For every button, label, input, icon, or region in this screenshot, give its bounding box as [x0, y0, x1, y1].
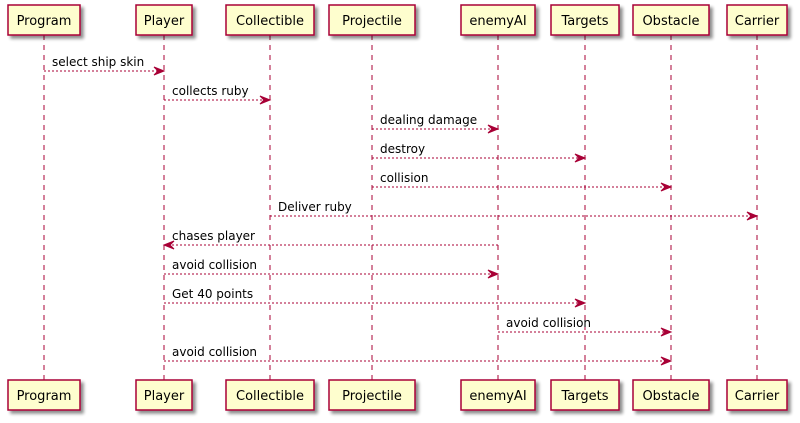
arrowhead [660, 356, 673, 366]
participant-box [632, 379, 710, 411]
arrowhead [746, 211, 759, 221]
message-10: avoid collision [498, 316, 673, 337]
participant-label: Player [144, 14, 185, 29]
participant-box [328, 379, 416, 411]
participant-carrier-top: Carrier [726, 4, 788, 36]
messages: select ship skin collects ruby dealing dam… [44, 55, 759, 366]
participant-box [726, 4, 788, 36]
message-7: chases player [162, 229, 498, 250]
participant-label: Targets [561, 14, 609, 29]
message-label: collects ruby [172, 84, 249, 98]
participant-box [460, 4, 536, 36]
message-label: select ship skin [52, 55, 144, 69]
message-2: collects ruby [164, 84, 272, 105]
participant-program-top: Program [7, 4, 81, 36]
participant-collectible-bottom: Collectible [225, 379, 315, 411]
participant-player-top: Player [135, 4, 193, 36]
message-11: avoid collision [164, 345, 673, 366]
arrowhead [660, 327, 673, 337]
participant-box [225, 379, 315, 411]
message-8: avoid collision [164, 258, 500, 279]
participant-label: enemyAI [469, 14, 526, 29]
participant-label: enemyAI [469, 389, 526, 404]
participant-projectile-top: Projectile [328, 4, 416, 36]
participant-label: Program [17, 389, 72, 404]
message-label: destroy [380, 142, 425, 156]
participant-label: Collectible [236, 14, 304, 29]
message-6: Deliver ruby [270, 200, 759, 221]
participant-label: Targets [561, 389, 609, 404]
participant-label: Projectile [342, 389, 402, 404]
participant-box [460, 379, 536, 411]
message-1: select ship skin [44, 55, 166, 76]
participant-obstacle-bottom: Obstacle [632, 379, 710, 411]
participant-projectile-bottom: Projectile [328, 379, 416, 411]
arrowhead [153, 66, 166, 76]
participant-targets-bottom: Targets [550, 379, 620, 411]
lifelines [43, 35, 758, 380]
participant-boxes: Program Program Player Player Collectible Col… [7, 4, 788, 411]
participant-label: Projectile [342, 14, 402, 29]
participant-box [550, 379, 620, 411]
participant-label: Carrier [735, 389, 780, 404]
message-4: destroy [372, 142, 587, 163]
message-9: Get 40 points [164, 287, 587, 308]
participant-label: Player [144, 389, 185, 404]
arrowhead [259, 95, 272, 105]
participant-box [632, 4, 710, 36]
message-3: dealing damage [372, 113, 500, 134]
participant-label: Obstacle [642, 14, 699, 29]
participant-box [550, 4, 620, 36]
participant-box [135, 4, 193, 36]
participant-box [135, 379, 193, 411]
message-label: chases player [172, 229, 255, 243]
arrowhead [574, 298, 587, 308]
arrowhead [574, 153, 587, 163]
arrowhead [162, 240, 175, 250]
message-label: Get 40 points [172, 287, 253, 301]
participant-box [225, 4, 315, 36]
participant-label: Carrier [735, 14, 780, 29]
arrowhead [487, 269, 500, 279]
participant-box [726, 379, 788, 411]
message-label: avoid collision [172, 258, 257, 272]
participant-carrier-bottom: Carrier [726, 379, 788, 411]
participant-obstacle-top: Obstacle [632, 4, 710, 36]
participant-label: Collectible [236, 389, 304, 404]
participant-box [328, 4, 416, 36]
participant-box [7, 4, 81, 36]
participant-player-bottom: Player [135, 379, 193, 411]
message-label: avoid collision [172, 345, 257, 359]
message-label: dealing damage [380, 113, 477, 127]
participant-label: Program [17, 14, 72, 29]
participant-enemyai-bottom: enemyAI [460, 379, 536, 411]
participant-label: Obstacle [642, 389, 699, 404]
message-5: collision [372, 171, 673, 192]
participant-program-bottom: Program [7, 379, 81, 411]
participant-targets-top: Targets [550, 4, 620, 36]
arrowhead [487, 124, 500, 134]
message-label: Deliver ruby [278, 200, 352, 214]
arrowhead [660, 182, 673, 192]
participant-collectible-top: Collectible [225, 4, 315, 36]
message-label: collision [380, 171, 428, 185]
message-label: avoid collision [506, 316, 591, 330]
participant-box [7, 379, 81, 411]
participant-enemyai-top: enemyAI [460, 4, 536, 36]
